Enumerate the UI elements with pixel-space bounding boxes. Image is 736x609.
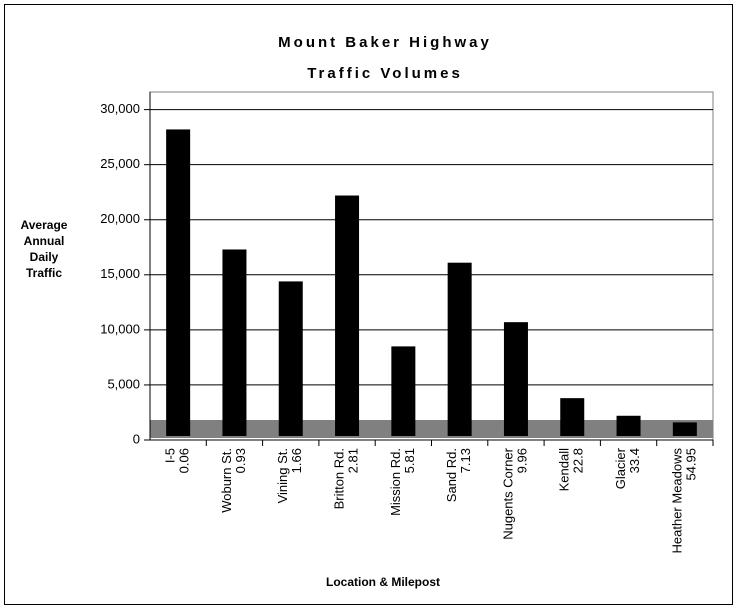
y-tick-label: 0 — [133, 431, 140, 446]
bar — [503, 322, 528, 436]
x-tick-label: Kendall — [557, 448, 572, 491]
bar — [278, 281, 303, 436]
chart-title: Mount Baker Highway — [278, 34, 492, 51]
bar — [335, 195, 360, 436]
x-tick-milepost: 1.66 — [289, 448, 304, 473]
x-tick-milepost: 0.93 — [233, 448, 248, 473]
x-tick-milepost: 22.8 — [571, 448, 586, 473]
bar — [560, 398, 585, 436]
bar — [391, 346, 416, 436]
y-axis-title: Traffic — [26, 266, 62, 280]
x-tick-label: Woburn St. — [219, 448, 234, 513]
bar — [166, 129, 191, 436]
x-tick-label: Nugents Corner — [500, 447, 515, 539]
x-tick-label: Heather Meadows — [669, 448, 684, 554]
bar — [616, 415, 641, 436]
bar — [222, 249, 247, 436]
x-tick-milepost: 9.96 — [514, 448, 529, 473]
x-axis-title: Location & Milepost — [326, 575, 440, 589]
x-tick-label: Vining St. — [275, 448, 290, 503]
x-tick-milepost: 0.06 — [177, 448, 192, 473]
x-tick-milepost: 54.95 — [683, 448, 698, 481]
x-tick-milepost: 2.81 — [345, 448, 360, 473]
y-axis-title: Annual — [24, 234, 65, 248]
bar — [672, 422, 697, 436]
y-tick-label: 25,000 — [100, 156, 140, 171]
x-tick-label: Glacier — [613, 447, 628, 489]
y-tick-label: 30,000 — [100, 101, 140, 116]
x-tick-milepost: 7.13 — [458, 448, 473, 473]
y-tick-label: 20,000 — [100, 211, 140, 226]
y-axis-title: Average — [21, 218, 68, 232]
y-axis-title: Daily — [30, 250, 59, 264]
y-tick-label: 10,000 — [100, 321, 140, 336]
chart-subtitle: Traffic Volumes — [307, 65, 463, 82]
y-tick-label: 15,000 — [100, 266, 140, 281]
x-tick-label: Sand Rd. — [444, 448, 459, 502]
x-tick-milepost: 5.81 — [402, 448, 417, 473]
y-tick-label: 5,000 — [107, 376, 140, 391]
x-tick-label: Mission Rd. — [388, 448, 403, 516]
x-tick-milepost: 33.4 — [627, 448, 642, 473]
x-tick-label: Britton Rd. — [331, 448, 346, 509]
bar — [447, 262, 472, 436]
x-tick-label: I-5 — [163, 448, 178, 463]
